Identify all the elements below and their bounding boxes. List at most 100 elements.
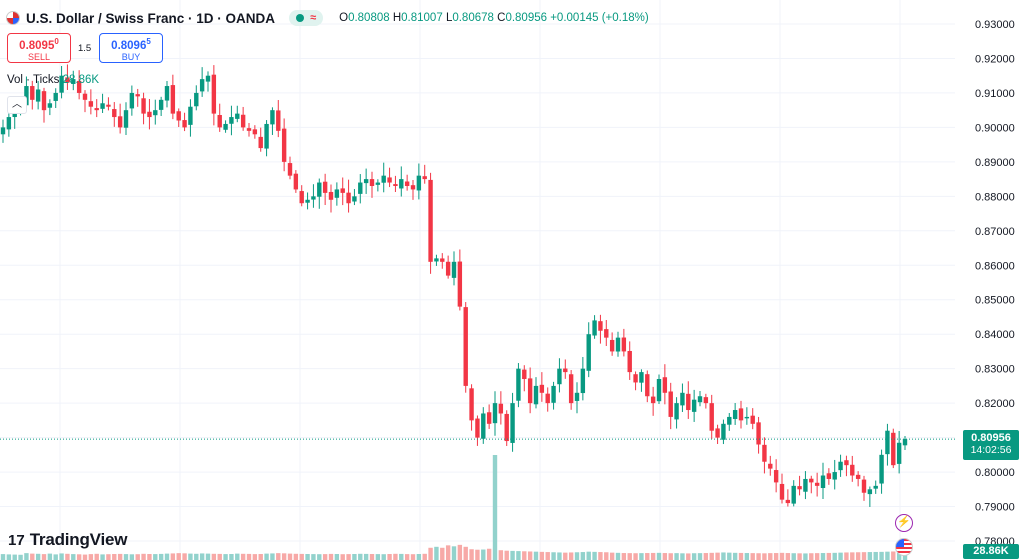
collapse-legend-button[interactable]: ︿ [7,96,27,114]
candle-body [235,113,240,119]
candle-body [451,261,457,278]
volume-bar [30,553,35,560]
candle-body [41,91,47,111]
volume-bar [627,553,632,560]
volume-bar [586,551,591,560]
volume-bar [112,554,117,560]
candle-body [47,103,53,108]
volume-bar [252,554,258,560]
volume-bar [393,553,398,560]
candle-body [861,479,867,493]
candle-body [621,337,627,352]
candle-body [844,460,849,466]
close-value: 0.80956 [505,12,548,24]
candle-body [896,442,902,464]
volume-bar [633,553,638,560]
candle-body [568,374,574,404]
wave-icon: ≈ [310,12,317,24]
candle-body [481,413,486,439]
candle-body [404,181,410,186]
volume-bar [510,550,515,560]
sell-price: 0.80950 [8,37,70,52]
volume-bar [814,553,820,560]
volume-bar [498,550,504,560]
volume-bar [141,553,146,560]
volume-bar [18,554,23,560]
sell-button[interactable]: 0.80950 SELL [7,33,71,63]
candle-body [211,74,217,114]
volume-bar [445,545,451,560]
candle-body [604,329,609,338]
candle-body [727,416,732,425]
volume-bar [885,551,890,560]
candle-body [873,485,878,489]
volume-legend[interactable]: Vol · Ticks 28.86K [7,74,99,86]
candle-body [158,99,164,110]
volume-bar [322,554,328,560]
candle-body [785,499,791,504]
candle-body [428,179,433,262]
candle-body [838,461,843,471]
buy-button[interactable]: 0.80965 BUY [99,33,163,63]
candle-body [258,136,263,149]
candle-body [721,423,726,440]
sell-label: SELL [27,51,51,62]
price-tick-label: 0.82000 [975,398,1015,410]
volume-bar [311,554,316,560]
volume-bar [475,549,480,560]
volume-bar [715,552,720,560]
lightning-icon[interactable]: ⚡ [895,514,913,532]
us-flag-icon[interactable] [895,538,913,556]
candle-body [902,438,908,446]
market-status-pill[interactable]: ≈ [289,10,324,26]
volume-bar [352,554,357,560]
volume-bar [328,553,334,560]
candle-body [340,188,345,193]
sell-price-main: 0.8095 [19,39,55,52]
volume-bar [686,553,691,560]
candle-body [832,472,837,480]
volume-bar [744,553,750,560]
volume-bar [785,553,791,560]
tradingview-logo[interactable]: 17 TradingView [8,530,128,550]
low-label: L [445,12,453,24]
logo-text: TradingView [29,530,128,549]
candle-body [205,75,211,82]
volume-bar [580,552,586,560]
volume-bar [826,552,832,560]
low-value: 0.80678 [452,12,494,24]
volume-bar [6,554,12,560]
candle-body [586,334,591,371]
symbol-title[interactable]: U.S. Dollar / Swiss Franc · 1D · OANDA [26,10,276,26]
candle-body [809,478,814,483]
volume-bar [123,554,129,560]
candle-body [662,377,668,393]
volume-bar [756,553,761,560]
candle-body [299,191,304,204]
candle-body [281,128,287,162]
price-tick-label: 0.83000 [975,364,1015,376]
volume-bar [779,552,785,560]
candle-body [123,110,129,128]
volume-last-tag: 28.86K [963,544,1019,559]
volume-bar [404,554,410,560]
candle-body [305,199,310,203]
volume-bar [557,552,562,560]
candle-body [498,403,504,414]
volume-bar [697,553,703,560]
spread-value: 1.5 [78,43,92,54]
volume-bar [399,553,404,560]
volume-bar [246,553,252,560]
candle-body [732,410,738,419]
volume-bar [768,553,773,560]
candle-body [117,116,123,128]
close-label: C [497,12,506,24]
volume-bar [527,551,533,560]
volume-bar [844,552,849,560]
candle-body [35,89,41,102]
volume-bar [82,554,88,560]
volume-bar [457,544,463,560]
volume-bar [721,552,726,560]
candle-body [252,129,258,135]
